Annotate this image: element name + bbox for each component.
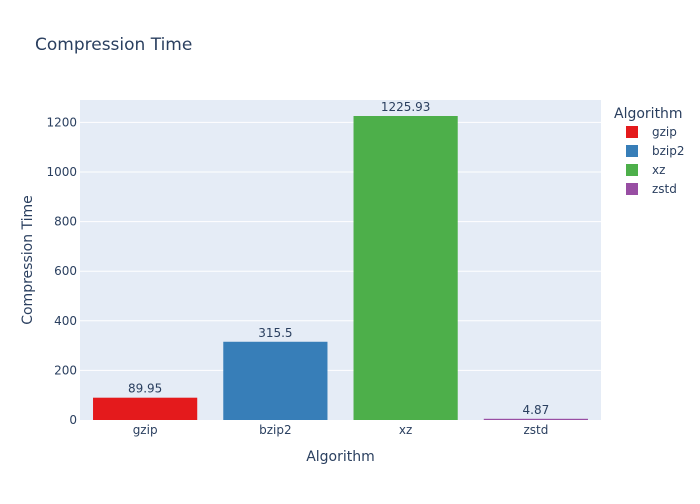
y-tick-label: 200	[54, 363, 77, 377]
legend-items: gzip bzip2 xz zstd	[626, 125, 685, 196]
y-axis-ticks: 0 200 400 600 800 1000 1200	[46, 115, 77, 427]
gridlines	[80, 121, 601, 371]
y-tick-label: 1000	[46, 165, 77, 179]
bar-zstd	[483, 418, 588, 420]
y-tick-label: 400	[54, 314, 77, 328]
bar-value-label: 315.5	[258, 326, 292, 340]
bar-xz	[353, 115, 458, 420]
legend-item-label: xz	[652, 163, 665, 177]
legend-title: Algorithm	[614, 106, 683, 122]
x-axis-title: Algorithm	[306, 449, 375, 465]
legend-swatch	[626, 164, 638, 176]
legend-swatch	[626, 183, 638, 195]
bars	[93, 115, 588, 420]
bar-value-label: 1225.93	[381, 100, 431, 114]
legend: Algorithm gzip bzip2 xz zstd	[614, 106, 685, 196]
legend-item-label: gzip	[652, 125, 677, 139]
plot-area	[80, 100, 601, 420]
y-tick-label: 0	[69, 413, 77, 427]
y-axis-title: Compression Time	[20, 195, 36, 325]
x-tick-label: gzip	[133, 423, 158, 437]
bar-value-label: 4.87	[523, 403, 550, 417]
x-tick-label: xz	[399, 423, 412, 437]
y-tick-label: 1200	[46, 115, 77, 129]
bar-value-labels: 89.95 315.5 1225.93 4.87	[128, 100, 549, 417]
legend-swatch	[626, 126, 638, 138]
y-tick-label: 800	[54, 215, 77, 229]
legend-item-label: bzip2	[652, 144, 685, 158]
legend-item-label: zstd	[652, 182, 677, 196]
bar-value-label: 89.95	[128, 382, 162, 396]
x-tick-label: zstd	[523, 423, 548, 437]
x-tick-label: bzip2	[259, 423, 292, 437]
chart-title: Compression Time	[35, 35, 192, 55]
legend-swatch	[626, 145, 638, 157]
y-tick-label: 600	[54, 264, 77, 278]
bar-gzip	[93, 397, 198, 420]
bar-bzip2	[223, 341, 328, 420]
x-axis-ticks: gzip bzip2 xz zstd	[133, 423, 549, 437]
